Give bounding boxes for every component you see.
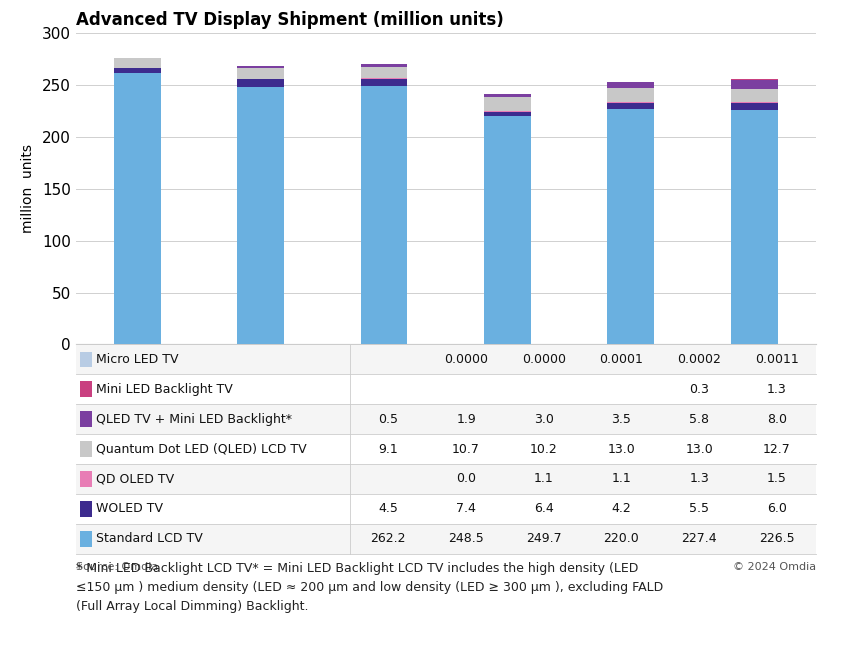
Bar — [484, 116, 531, 345]
Text: 13.0: 13.0 — [685, 442, 713, 456]
FancyBboxPatch shape — [76, 345, 816, 374]
Text: 1.5: 1.5 — [767, 472, 787, 486]
Bar — [607, 88, 654, 102]
Text: 12.7: 12.7 — [763, 442, 791, 456]
Text: 1.1: 1.1 — [534, 472, 553, 486]
Bar — [484, 98, 531, 111]
Bar — [80, 381, 92, 397]
FancyBboxPatch shape — [76, 494, 816, 524]
Text: 0.0000: 0.0000 — [521, 353, 566, 366]
Text: 0.0011: 0.0011 — [755, 353, 799, 366]
Text: Mini LED Backlight TV: Mini LED Backlight TV — [97, 383, 233, 395]
Text: 4.2: 4.2 — [611, 502, 632, 515]
Bar — [484, 111, 531, 112]
Text: QLED TV + Mini LED Backlight*: QLED TV + Mini LED Backlight* — [97, 413, 293, 426]
Bar — [237, 79, 284, 87]
Text: 5.5: 5.5 — [690, 502, 709, 515]
Bar — [114, 73, 161, 345]
Bar — [731, 102, 778, 104]
Text: 9.1: 9.1 — [378, 442, 399, 456]
Bar — [484, 94, 531, 98]
Bar — [731, 104, 778, 110]
Text: 1.9: 1.9 — [456, 413, 476, 426]
Text: 5.8: 5.8 — [690, 413, 709, 426]
Text: Micro LED TV: Micro LED TV — [97, 353, 179, 366]
Text: 4.5: 4.5 — [378, 502, 399, 515]
Text: Quantum Dot LED (QLED) LCD TV: Quantum Dot LED (QLED) LCD TV — [97, 442, 307, 456]
Text: 227.4: 227.4 — [681, 532, 717, 545]
Bar — [607, 102, 654, 103]
Text: 0.0: 0.0 — [456, 472, 476, 486]
Text: 226.5: 226.5 — [759, 532, 795, 545]
Bar — [731, 89, 778, 102]
Bar — [80, 411, 92, 427]
FancyBboxPatch shape — [76, 434, 816, 464]
Text: 1.3: 1.3 — [767, 383, 787, 395]
Bar — [731, 110, 778, 345]
Bar — [361, 86, 408, 345]
FancyBboxPatch shape — [76, 524, 816, 554]
Text: 248.5: 248.5 — [448, 532, 484, 545]
Bar — [361, 67, 408, 77]
Text: QD OLED TV: QD OLED TV — [97, 472, 175, 486]
Text: * Mini LED Backlight LCD TV* = Mini LED Backlight LCD TV includes the high densi: * Mini LED Backlight LCD TV* = Mini LED … — [76, 562, 663, 613]
Bar — [731, 79, 778, 80]
Text: 3.5: 3.5 — [611, 413, 632, 426]
Bar — [80, 351, 92, 367]
Bar — [80, 531, 92, 546]
Bar — [114, 68, 161, 73]
Text: © 2024 Omdia: © 2024 Omdia — [733, 562, 816, 572]
Bar — [114, 59, 161, 68]
Bar — [361, 77, 408, 79]
Text: 6.0: 6.0 — [767, 502, 787, 515]
Text: 249.7: 249.7 — [526, 532, 562, 545]
Text: 1.3: 1.3 — [690, 472, 709, 486]
Text: 0.5: 0.5 — [378, 413, 399, 426]
Bar — [80, 501, 92, 516]
Bar — [361, 79, 408, 86]
Text: Standard LCD TV: Standard LCD TV — [97, 532, 204, 545]
FancyBboxPatch shape — [76, 404, 816, 434]
Text: 3.0: 3.0 — [534, 413, 553, 426]
Text: Advanced TV Display Shipment (million units): Advanced TV Display Shipment (million un… — [76, 11, 504, 29]
Bar — [484, 112, 531, 116]
Bar — [361, 64, 408, 67]
Bar — [237, 87, 284, 345]
Text: 10.7: 10.7 — [452, 442, 480, 456]
Bar — [80, 442, 92, 457]
Text: 10.2: 10.2 — [530, 442, 558, 456]
Text: 8.0: 8.0 — [767, 413, 787, 426]
Y-axis label: million  units: million units — [21, 144, 34, 233]
Text: 0.0001: 0.0001 — [600, 353, 643, 366]
Text: 7.4: 7.4 — [456, 502, 476, 515]
Bar — [237, 68, 284, 79]
Text: 262.2: 262.2 — [371, 532, 406, 545]
Bar — [607, 109, 654, 345]
FancyBboxPatch shape — [76, 374, 816, 404]
Text: 220.0: 220.0 — [604, 532, 639, 545]
FancyBboxPatch shape — [76, 464, 816, 494]
Text: 0.0000: 0.0000 — [444, 353, 488, 366]
Text: 13.0: 13.0 — [608, 442, 635, 456]
Bar — [731, 80, 778, 89]
Bar — [80, 471, 92, 487]
Text: 0.3: 0.3 — [690, 383, 709, 395]
Text: Source: Omdia: Source: Omdia — [76, 562, 158, 572]
Text: 0.0002: 0.0002 — [677, 353, 721, 366]
Text: WOLED TV: WOLED TV — [97, 502, 163, 515]
Bar — [607, 103, 654, 109]
Bar — [237, 66, 284, 68]
Bar — [607, 82, 654, 88]
Text: 6.4: 6.4 — [534, 502, 553, 515]
Text: 1.1: 1.1 — [611, 472, 632, 486]
